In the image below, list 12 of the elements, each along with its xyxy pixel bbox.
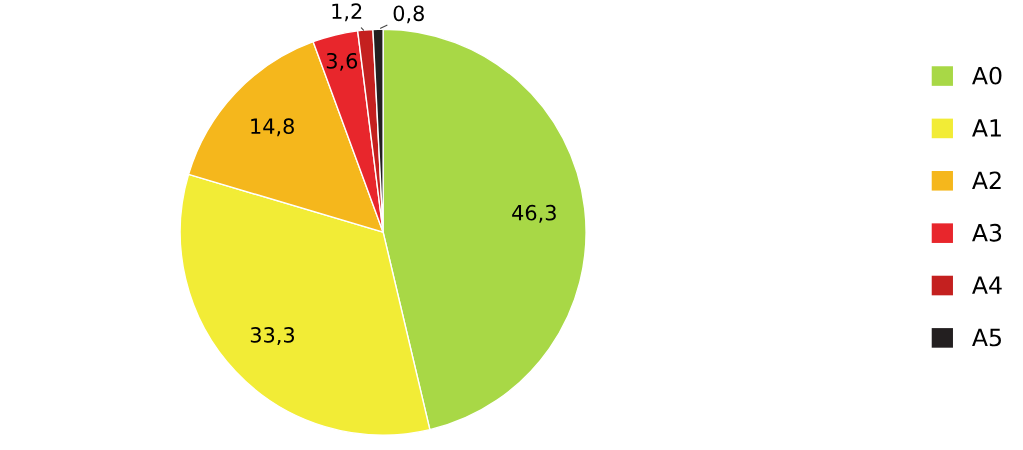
legend-label: A5	[972, 328, 1001, 347]
data-label: 1,2	[332, 3, 362, 22]
data-label: 33,3	[250, 327, 295, 345]
legend-label: A4	[972, 276, 1002, 294]
data-label: 46,3	[512, 204, 556, 223]
legend-label: A2	[972, 171, 1001, 189]
data-label: 3,6	[326, 52, 358, 71]
data-label: 0,8	[393, 5, 424, 24]
data-label: 14,8	[251, 118, 294, 137]
legend-label: A0	[972, 66, 1002, 85]
legend-label: A3	[972, 223, 1002, 242]
legend-label: A1	[972, 119, 1001, 137]
